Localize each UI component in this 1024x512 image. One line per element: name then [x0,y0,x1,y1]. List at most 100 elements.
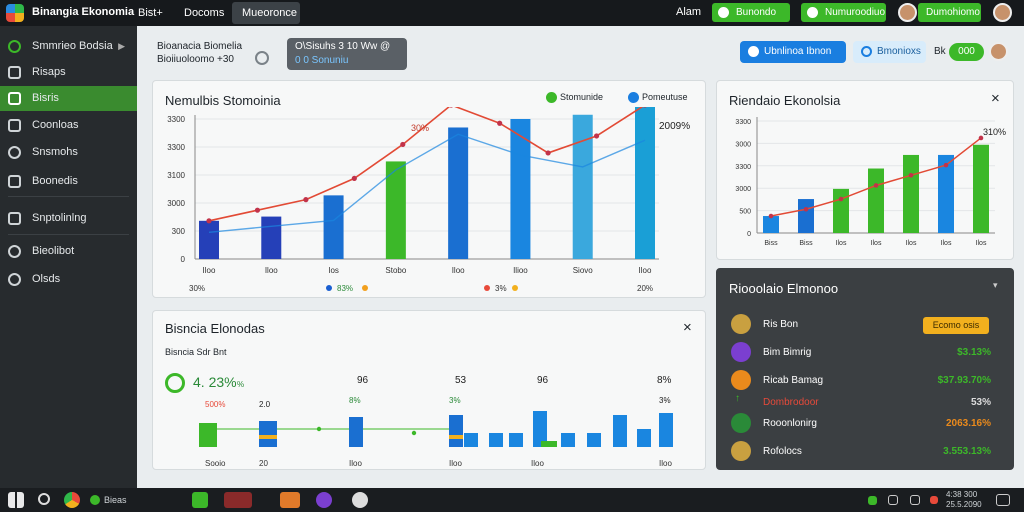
y-tick-label: 300 [172,227,186,236]
top-bar: Binangia Ekonomia Bist+ Docoms Mueoronce… [0,0,1024,26]
asset-row[interactable]: Ris Bon [731,314,991,336]
assets-card: Riooolaio Elmonoo ▾ Ecomo osis Ris Bon B… [716,268,1014,470]
windows-start-icon[interactable] [8,492,24,508]
info-icon[interactable] [255,51,269,65]
avatar[interactable] [989,42,1008,61]
dollar-icon [8,146,21,159]
percent-label: 3% [449,396,461,405]
sidebar-item-2[interactable]: Risaps [0,60,137,85]
sidebar-item-1[interactable]: Smmrieo Bodsia ▶ [0,34,137,59]
sidebar-item-label: Smmrieo Bodsia [32,40,113,52]
y-tick-label: 3000 [167,199,185,208]
avatar[interactable] [898,3,917,22]
circle-icon [718,7,729,18]
user-label: Alam [676,6,702,18]
bar [261,216,282,259]
close-icon[interactable]: × [683,319,692,336]
bar [349,417,363,447]
top-button-1-label: Bunondo [736,7,777,18]
tray-icon[interactable] [868,496,877,505]
share-icon [861,46,872,57]
legend-label: Pomeutuse [642,92,688,102]
legend-item-2[interactable]: Pomeutuse [628,92,688,104]
sidebar-item-8[interactable]: Bieolibot [0,239,137,264]
asset-row[interactable]: Rooonlonirg 2063.16% [731,413,991,435]
y-tick-label: 0 [181,255,186,264]
breadcrumb-title: Bioanacia Biomelia [157,41,243,52]
notification-icon[interactable] [996,494,1010,506]
tooltip-line-2: 0 0 Sonuniu [295,55,349,66]
asset-row[interactable]: Rofolocs 3.553.13% [731,441,991,463]
percent-label: 8% [349,396,361,405]
app-icon[interactable] [224,492,252,508]
app-icon[interactable] [280,492,300,508]
bottom-chart-title: Bisncia Elonodas [165,321,265,336]
primary-button[interactable]: Ubnlinoa Ibnon [740,41,846,63]
y-tick-label: 3000 [735,186,751,193]
document-icon [8,119,21,132]
assets-button[interactable]: Ecomo osis [923,317,989,334]
app-icon[interactable] [352,492,368,508]
sidebar-item-3[interactable]: Bisris [0,86,137,111]
taskbar-label[interactable]: Bieas [104,495,127,505]
bar [561,433,575,447]
tray-icon[interactable] [888,495,898,505]
settings-icon [8,212,21,225]
sidebar-item-5[interactable]: Snsmohs [0,140,137,165]
badge-label: Bk [934,46,946,57]
tray-icon[interactable] [910,495,920,505]
percent-label: 2.0 [259,400,271,409]
close-icon[interactable]: × [991,90,1000,107]
chevron-down-icon[interactable]: ▾ [993,280,998,290]
x-tick-label: Iloo [531,459,544,468]
legend-item-1[interactable]: Stomunide [546,92,603,104]
bar [448,127,469,259]
refresh-icon[interactable] [165,373,185,393]
divider [8,234,129,235]
coin-icon [731,370,751,390]
bar [533,411,547,447]
bar [323,195,344,259]
asset-row[interactable]: Ricab Bamag $37.93.70% [731,370,991,392]
top-button-2[interactable]: Numuroodiuo [801,3,886,22]
tray-icon[interactable] [930,496,938,504]
app-icon[interactable] [192,492,208,508]
line-point [803,206,809,212]
bar [938,154,954,233]
sidebar-item-label: Boonedis [32,175,78,187]
app-icon[interactable] [316,492,332,508]
bar [635,107,655,259]
sidebar-item-7[interactable]: Snptolinlng [0,206,137,231]
x-tick-label: Biss [799,240,813,247]
y-tick-label: 3100 [167,171,185,180]
line-point [497,120,503,126]
sidebar-item-9[interactable]: Olsds [0,267,137,292]
top-button-2-label: Numuroodiuo [825,7,886,18]
menu-item-1[interactable]: Bist+ [138,7,163,19]
browser-icon[interactable] [64,492,80,508]
asset-row[interactable]: Bim Bimrig $3.13% [731,342,991,364]
bar [449,415,463,447]
top-button-1[interactable]: Bunondo [712,3,790,22]
status-badge[interactable]: 000 [949,43,984,61]
avatar[interactable] [993,3,1012,22]
divider [8,196,129,197]
bar [637,429,651,447]
asset-name: Bim Bimrig [763,347,812,358]
search-icon[interactable] [38,493,50,505]
secondary-button[interactable]: Bmonioxs [853,41,926,63]
sidebar-item-6[interactable]: Boonedis [0,169,137,194]
line-point [978,135,984,141]
bar [659,413,673,447]
sidebar-item-4[interactable]: Coonloas [0,113,137,138]
footer-dot [484,285,490,291]
menu-item-2[interactable]: Docoms [184,7,225,19]
report-icon [8,66,21,79]
y-tick-label: 0 [747,231,751,238]
top-button-3[interactable]: Dumohiomo [918,3,981,22]
bar [903,154,919,233]
menu-item-3[interactable]: Mueoronce [232,2,300,24]
annotation-label: 30% [411,123,429,133]
x-tick-label: Ilos [871,240,882,247]
asset-row[interactable]: ↑ Dombrodoor 53% [731,393,991,409]
